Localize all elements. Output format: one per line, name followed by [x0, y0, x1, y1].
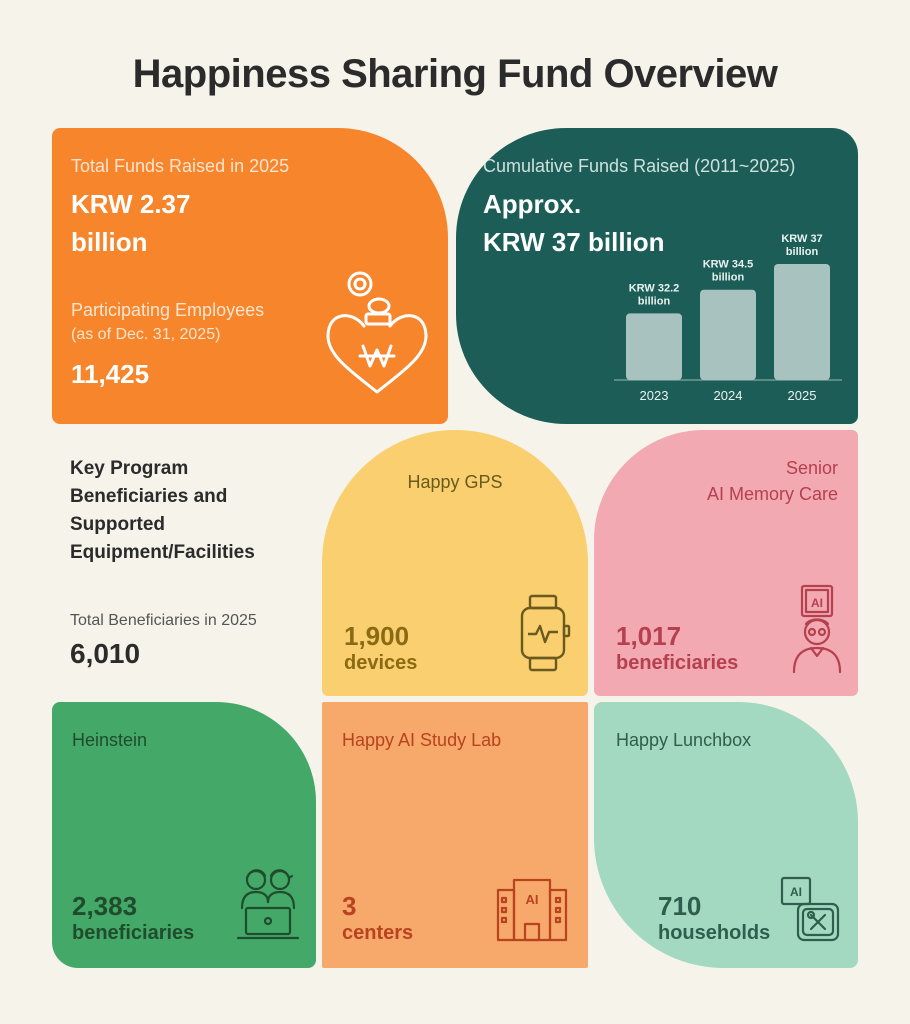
- bar-2023: [626, 313, 682, 380]
- total-beneficiaries-value: 6,010: [70, 638, 141, 669]
- x-tick-label: 2025: [788, 388, 817, 403]
- bar-2024: [700, 289, 756, 380]
- gps-name: Happy GPS: [407, 472, 503, 492]
- gps-unit: devices: [344, 652, 418, 674]
- smartwatch-heartbeat-icon: [520, 594, 571, 672]
- gps-value: 1,900: [344, 621, 410, 651]
- lunch-unit: households: [658, 922, 771, 944]
- total-funds-value-line2: billion: [71, 227, 148, 257]
- key-heading-line: Beneficiaries and: [70, 486, 228, 507]
- senior-ai-memory-care-card: Senior AI Memory Care 1,017 beneficiarie…: [594, 430, 858, 696]
- ailab-value: 3: [342, 891, 357, 921]
- senior-name-line2: AI Memory Care: [706, 484, 838, 504]
- data-label: KRW 37: [781, 233, 822, 245]
- senior-value: 1,017: [616, 621, 682, 651]
- ai-building-icon: AI: [496, 878, 568, 942]
- cumulative-value-line1: Approx.: [483, 189, 582, 219]
- happy-gps-card: Happy GPS 1,900 devices: [322, 430, 588, 696]
- x-tick-label: 2024: [714, 388, 743, 403]
- total-funds-label: Total Funds Raised in 2025: [71, 156, 290, 176]
- ailab-unit: centers: [342, 922, 414, 944]
- total-funds-value-line1: KRW 2.37: [71, 189, 191, 219]
- lunch-value: 710: [658, 891, 702, 921]
- data-label: KRW 34.5: [703, 259, 754, 271]
- cumulative-funds-card: Cumulative Funds Raised (2011~2025) Appr…: [456, 128, 858, 424]
- senior-ai-icon: AI: [792, 584, 842, 674]
- svg-text:AI: AI: [790, 885, 802, 899]
- participants-note: (as of Dec. 31, 2025): [71, 326, 221, 343]
- key-heading-line: Equipment/Facilities: [70, 542, 255, 563]
- key-heading-line: Supported: [70, 514, 165, 535]
- senior-name-line1: Senior: [785, 458, 838, 478]
- total-funds-card: Total Funds Raised in 2025 KRW 2.37 bill…: [52, 128, 448, 424]
- data-label: billion: [638, 295, 671, 307]
- total-beneficiaries-label: Total Beneficiaries in 2025: [70, 612, 257, 629]
- heinstein-card: Heinstein 2,383 beneficiaries: [52, 702, 316, 968]
- happy-ai-study-lab-card: Happy AI Study Lab 3 centers AI: [322, 702, 588, 968]
- participants-label: Participating Employees: [71, 300, 265, 320]
- ai-lunchbox-icon: AI: [780, 876, 840, 942]
- data-label: billion: [786, 246, 819, 258]
- data-label: billion: [712, 272, 745, 284]
- cumulative-label: Cumulative Funds Raised (2011~2025): [483, 156, 796, 176]
- key-program-heading: Key Program Beneficiaries and Supported …: [70, 455, 310, 567]
- key-heading-line: Key Program: [70, 458, 189, 479]
- senior-unit: beneficiaries: [616, 652, 739, 674]
- ailab-name: Happy AI Study Lab: [342, 730, 502, 750]
- happy-lunchbox-card: Happy Lunchbox 710 households AI: [594, 702, 858, 968]
- svg-text:AI: AI: [526, 892, 539, 907]
- children-laptop-icon: [236, 869, 300, 940]
- page-title: Happiness Sharing Fund Overview: [132, 52, 778, 96]
- x-tick-label: 2023: [640, 388, 669, 403]
- heart-coin-won-icon: [326, 271, 428, 394]
- cumulative-value-line2: KRW 37 billion: [483, 227, 665, 257]
- data-label: KRW 32.2: [629, 282, 680, 294]
- lunch-name: Happy Lunchbox: [616, 730, 752, 750]
- heinstein-name: Heinstein: [72, 730, 148, 750]
- heinstein-value: 2,383: [72, 891, 138, 921]
- bar-2025: [774, 264, 830, 380]
- participants-value: 11,425: [71, 359, 150, 389]
- svg-text:AI: AI: [811, 596, 823, 610]
- heinstein-unit: beneficiaries: [72, 922, 195, 944]
